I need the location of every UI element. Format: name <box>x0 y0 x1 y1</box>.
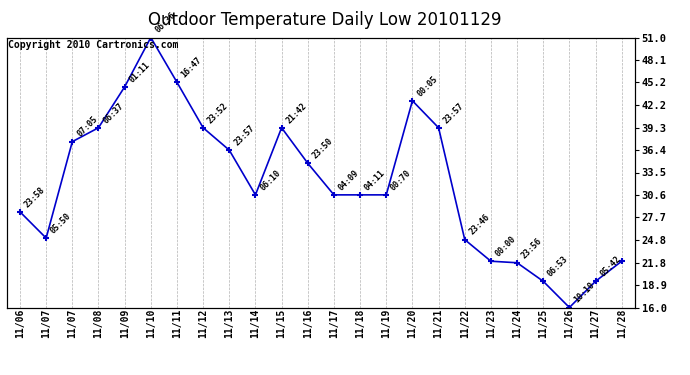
Text: 01:11: 01:11 <box>128 60 151 84</box>
Text: 05:42: 05:42 <box>598 255 622 279</box>
Text: 06:37: 06:37 <box>101 101 126 125</box>
Text: 07:05: 07:05 <box>75 115 99 139</box>
Text: Copyright 2010 Cartronics.com: Copyright 2010 Cartronics.com <box>8 40 179 50</box>
Text: 05:50: 05:50 <box>49 211 73 235</box>
Text: 23:57: 23:57 <box>442 101 465 125</box>
Text: 23:58: 23:58 <box>23 185 47 209</box>
Text: 16:47: 16:47 <box>179 56 204 80</box>
Text: 00:70: 00:70 <box>389 168 413 192</box>
Text: 23:56: 23:56 <box>520 236 544 260</box>
Text: 10:10: 10:10 <box>572 280 596 305</box>
Text: 00:00: 00:00 <box>493 234 518 258</box>
Text: Outdoor Temperature Daily Low 20101129: Outdoor Temperature Daily Low 20101129 <box>148 11 501 29</box>
Text: 00:05: 00:05 <box>415 74 440 98</box>
Text: 04:09: 04:09 <box>337 168 361 192</box>
Text: 21:42: 21:42 <box>284 101 308 125</box>
Text: 06:53: 06:53 <box>546 255 570 279</box>
Text: 23:52: 23:52 <box>206 101 230 125</box>
Text: 06:36: 06:36 <box>154 10 177 35</box>
Text: 23:46: 23:46 <box>468 213 491 237</box>
Text: 04:11: 04:11 <box>363 168 387 192</box>
Text: 06:10: 06:10 <box>258 168 282 192</box>
Text: 23:57: 23:57 <box>232 123 256 147</box>
Text: 23:50: 23:50 <box>310 136 335 160</box>
